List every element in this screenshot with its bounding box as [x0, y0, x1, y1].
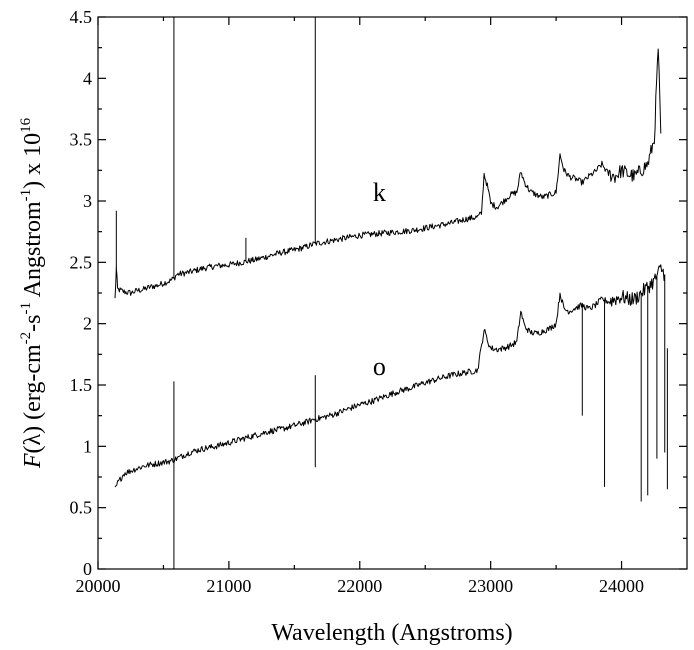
- plot-frame: [97, 16, 688, 570]
- y-tick-label: 1.5: [70, 375, 93, 395]
- x-tick-label: 22000: [337, 576, 382, 596]
- series-layer: ko: [114, 17, 668, 569]
- series-o-line: [114, 264, 666, 488]
- y-tick-label: 3.5: [70, 130, 93, 150]
- y-tick-label: 2.5: [70, 252, 93, 272]
- y-tick-label: 2: [83, 314, 92, 334]
- y-axis: 0 0.5 1 1.5 2 2.5 3 3.5 4 4.5: [70, 7, 687, 579]
- y-tick-label: 3: [83, 191, 92, 211]
- x-tick-label: 23000: [468, 576, 513, 596]
- x-axis-title: Wavelength (Angstroms): [271, 620, 512, 646]
- y-axis-title: F(λ) (erg-cm-2-s-1 Angstrom-1) x 1016: [18, 117, 46, 469]
- y-tick-label: 0.5: [70, 498, 93, 518]
- x-axis: 20000 21000 22000 23000 24000: [76, 17, 644, 596]
- y-tick-label: 0: [83, 559, 92, 579]
- series-k-line: [114, 48, 662, 299]
- y-tick-label: 1: [83, 436, 92, 456]
- series-label-o: o: [373, 352, 386, 381]
- x-tick-label: 24000: [599, 576, 644, 596]
- y-tick-label: 4.5: [70, 7, 93, 27]
- x-tick-label: 21000: [206, 576, 251, 596]
- series-label-k: k: [373, 178, 386, 207]
- y-tick-label: 4: [83, 68, 92, 88]
- x-tick-label: 20000: [76, 576, 121, 596]
